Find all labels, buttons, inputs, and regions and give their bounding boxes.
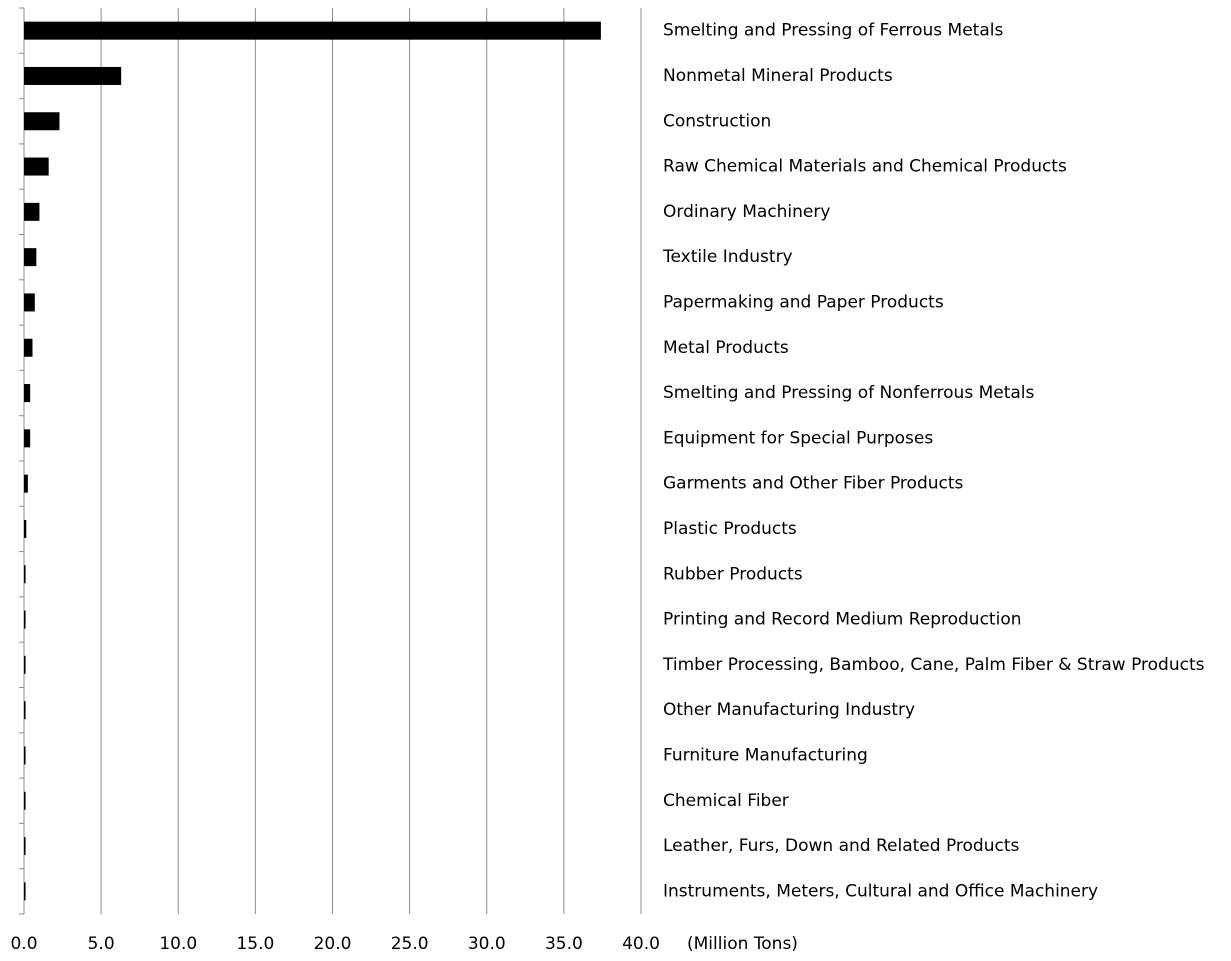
bar: [24, 66, 122, 85]
x-axis-label: (Million Tons): [687, 934, 798, 954]
x-tick-label: 30.0: [468, 934, 506, 954]
x-tick-label: 10.0: [159, 934, 197, 954]
bar: [24, 248, 37, 267]
category-label: Plastic Products: [663, 519, 797, 539]
bar: [24, 202, 40, 221]
bar: [24, 701, 26, 720]
bar: [24, 746, 26, 765]
bar: [24, 384, 31, 403]
bar: [24, 837, 26, 856]
x-tick-label: 5.0: [88, 934, 115, 954]
x-tick-label: 40.0: [622, 934, 660, 954]
category-label: Construction: [663, 111, 771, 131]
category-label: Equipment for Special Purposes: [663, 428, 933, 448]
bar: [24, 21, 601, 40]
bar: [24, 157, 49, 176]
bar: [24, 293, 35, 312]
category-label: Chemical Fiber: [663, 791, 789, 811]
bar: [24, 112, 60, 131]
category-label: Instruments, Meters, Cultural and Office…: [663, 881, 1098, 901]
category-label: Ordinary Machinery: [663, 202, 830, 222]
x-tick-label: 20.0: [314, 934, 352, 954]
x-tick-label: 0.0: [10, 934, 37, 954]
x-tick-label: 35.0: [545, 934, 583, 954]
bar: [24, 338, 33, 357]
category-label: Raw Chemical Materials and Chemical Prod…: [663, 157, 1067, 177]
category-label: Other Manufacturing Industry: [663, 700, 915, 720]
category-label: Timber Processing, Bamboo, Cane, Palm Fi…: [662, 655, 1205, 675]
category-label: Leather, Furs, Down and Related Products: [663, 836, 1019, 856]
bar: [24, 519, 27, 538]
x-tick-label: 25.0: [391, 934, 429, 954]
bar: [24, 882, 26, 901]
category-label: Furniture Manufacturing: [663, 745, 868, 765]
category-label: Nonmetal Mineral Products: [663, 66, 893, 86]
bar: [24, 429, 31, 448]
category-label: Rubber Products: [663, 564, 803, 584]
category-label: Metal Products: [663, 338, 789, 358]
bar: [24, 791, 26, 810]
category-label: Papermaking and Paper Products: [663, 292, 944, 312]
x-tick-label: 15.0: [236, 934, 274, 954]
bar: [24, 565, 26, 584]
category-label: Textile Industry: [662, 247, 793, 267]
category-label: Smelting and Pressing of Nonferrous Meta…: [663, 383, 1035, 403]
bar: [24, 655, 26, 674]
bar: [24, 474, 28, 493]
category-label: Printing and Record Medium Reproduction: [663, 610, 1022, 630]
category-label: Garments and Other Fiber Products: [663, 474, 964, 494]
bar: [24, 610, 26, 629]
category-label: Smelting and Pressing of Ferrous Metals: [663, 21, 1003, 41]
